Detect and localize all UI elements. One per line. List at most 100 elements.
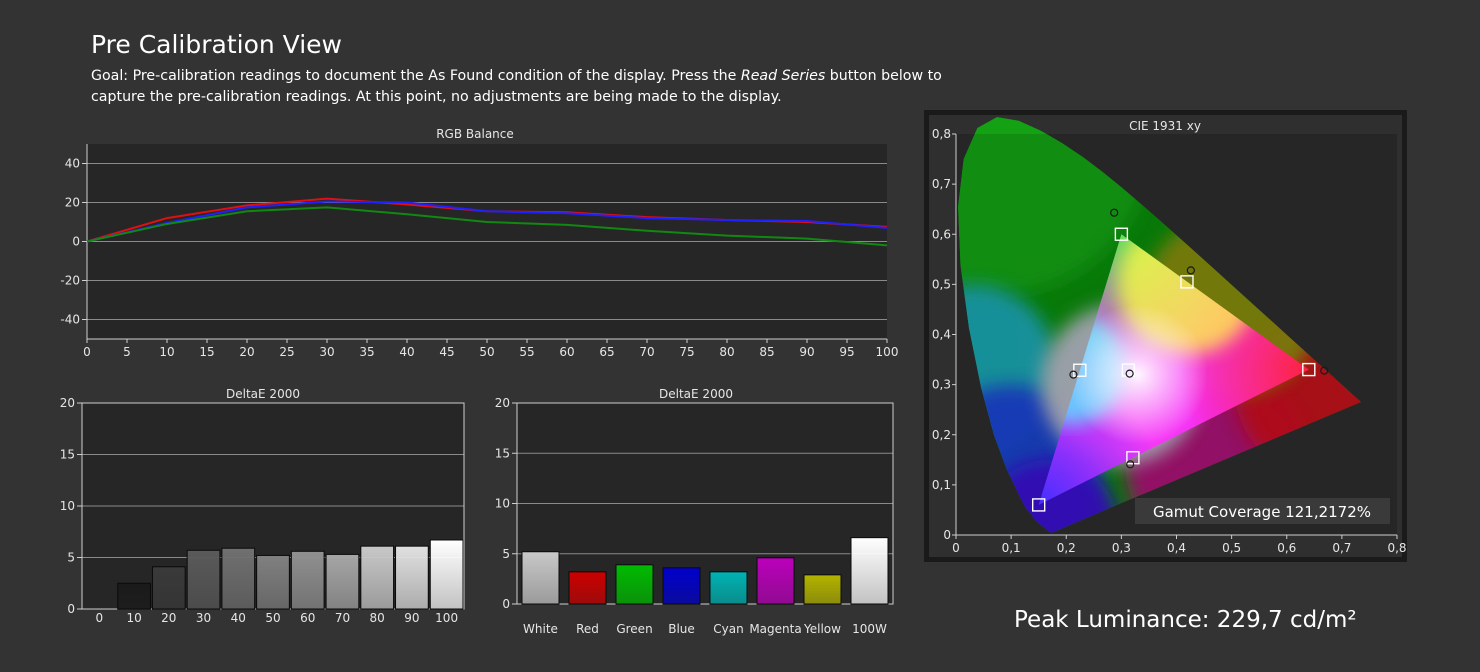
rgb-x-tick-label: 80: [719, 345, 734, 359]
deltae-y-tick-label: 20: [60, 396, 75, 410]
rgb-x-tick-label: 50: [479, 345, 494, 359]
cie-y-tick-label: 0,8: [932, 127, 951, 141]
cie-measured-point: [1069, 370, 1078, 379]
deltae-bar-10: [117, 582, 151, 610]
deltae-bar-red: [568, 571, 607, 605]
deltae-category-label: 0: [96, 611, 104, 625]
rgb-x-tick-label: 25: [279, 345, 294, 359]
deltae-category-label: Green: [616, 622, 652, 636]
deltae-bar-60: [290, 550, 325, 610]
deltae-bar-white: [521, 551, 560, 605]
cie-x-tick-label: 0,2: [1057, 541, 1076, 555]
rgb-series-line-1: [86, 200, 888, 243]
deltae-y-tick-label: 5: [502, 547, 510, 561]
rgb-y-tick-label: 40: [65, 157, 80, 171]
rgb-x-tick-label: 20: [239, 345, 254, 359]
read-series-emphasis: Read Series: [740, 68, 826, 84]
deltae-y-tick-label: 15: [60, 448, 75, 462]
cie-x-tick-label: 0,6: [1277, 541, 1296, 555]
deltae-bar-30: [186, 549, 221, 610]
deltae-category-label: 60: [300, 611, 315, 625]
deltae-bar-50: [256, 554, 290, 610]
deltae-bar-80: [360, 545, 395, 610]
cie-target-point: [1302, 362, 1316, 377]
deltae-bar-yellow: [803, 574, 842, 605]
deltae-colors-title: DeltaE 2000: [659, 387, 733, 401]
deltae-category-label: Blue: [668, 622, 695, 636]
deltae-category-label: White: [523, 622, 558, 636]
rgb-x-tick-label: 90: [799, 345, 814, 359]
page-title: Pre Calibration View: [91, 30, 342, 59]
cie-x-tick-label: 0,7: [1332, 541, 1351, 555]
deltae-category-label: 10: [126, 611, 141, 625]
cie-x-tick-label: 0: [952, 541, 960, 555]
deltae-colors-chart: 20 15 10 5 0 White Red Green Blue Cyan Magenta Yel…: [495, 387, 894, 636]
deltae-y-tick-label: 15: [495, 446, 510, 460]
deltae-bar-70: [325, 553, 360, 610]
cie-y-tick-label: 0,4: [932, 328, 951, 342]
cie-x-tick-label: 0,8: [1387, 541, 1406, 555]
rgb-balance-chart: 40 20 0 -20 -40 0 5 10 15 20 25 30 35 40 45 50 55 60 65 70…: [60, 127, 898, 359]
rgb-x-tick-label: 55: [519, 345, 534, 359]
deltae-y-tick-label: 10: [495, 497, 510, 511]
cie-x-tick-label: 0,4: [1167, 541, 1186, 555]
deltae-category-label: Magenta: [749, 622, 801, 636]
deltae-category-label: 80: [370, 611, 385, 625]
gamut-coverage-box: [1135, 498, 1390, 524]
deltae-category-label: 20: [161, 611, 176, 625]
cie-y-tick-label: 0,3: [932, 378, 951, 392]
rgb-x-tick-label: 40: [399, 345, 414, 359]
rgb-x-tick-label: 30: [319, 345, 334, 359]
rgb-y-tick-label: -20: [60, 274, 80, 288]
rgb-x-tick-label: 45: [439, 345, 454, 359]
deltae-bar-100: [429, 539, 464, 610]
cie-y-tick-label: 0: [943, 528, 951, 542]
deltae-y-tick-label: 10: [60, 499, 75, 513]
rgb-x-tick-label: 65: [599, 345, 614, 359]
cie-target-point: [1121, 363, 1136, 377]
cie-target-point: [1031, 498, 1046, 512]
rgb-x-tick-label: 70: [639, 345, 654, 359]
cie-y-tick-label: 0,2: [932, 428, 951, 442]
deltae-bar-40: [221, 547, 256, 610]
rgb-x-tick-label: 15: [199, 345, 214, 359]
cie-measured-point: [1186, 266, 1195, 275]
cie-target-point: [1114, 227, 1129, 241]
gamut-coverage-label: Gamut Coverage 121,2172%: [1153, 503, 1371, 521]
cie-x-tick-label: 0,1: [1002, 541, 1021, 555]
rgb-y-tick-label: 0: [72, 235, 80, 249]
deltae-y-tick-label: 20: [495, 396, 510, 410]
rgb-y-tick-label: -40: [60, 313, 80, 327]
deltae-bar-green: [615, 564, 654, 605]
deltae-category-label: 40: [231, 611, 246, 625]
rgb-x-tick-label: 100: [876, 345, 899, 359]
deltae-bar-magenta: [756, 557, 795, 605]
deltae-category-label: 100W: [852, 622, 887, 636]
deltae-gray-title: DeltaE 2000: [226, 387, 300, 401]
deltae-bar-20: [151, 566, 186, 610]
cie-target-point: [1126, 451, 1140, 465]
deltae-category-label: 30: [196, 611, 211, 625]
cie-target-point: [1180, 275, 1194, 289]
rgb-series-line-2: [86, 206, 888, 247]
deltae-category-label: 100: [435, 611, 458, 625]
deltae-bar-cyan: [709, 571, 748, 605]
rgb-x-tick-label: 95: [839, 345, 854, 359]
rgb-x-tick-label: 10: [159, 345, 174, 359]
rgb-x-tick-label: 0: [83, 345, 91, 359]
cie-y-tick-label: 0,7: [932, 177, 951, 191]
deltae-category-label: 90: [404, 611, 419, 625]
deltae-bar-90: [395, 545, 429, 610]
rgb-x-tick-label: 35: [359, 345, 374, 359]
deltae-category-label: Yellow: [803, 622, 841, 636]
cie-y-tick-label: 0,5: [932, 277, 951, 291]
deltae-category-label: 70: [335, 611, 350, 625]
cie-y-tick-label: 0,1: [932, 478, 951, 492]
rgb-x-tick-label: 5: [123, 345, 131, 359]
goal-text-start: Goal: Pre-calibration readings to docume…: [91, 68, 741, 84]
deltae-category-label: 50: [265, 611, 280, 625]
rgb-x-tick-label: 60: [559, 345, 574, 359]
rgb-balance-title: RGB Balance: [436, 127, 514, 141]
cie-measured-point: [1125, 369, 1134, 378]
